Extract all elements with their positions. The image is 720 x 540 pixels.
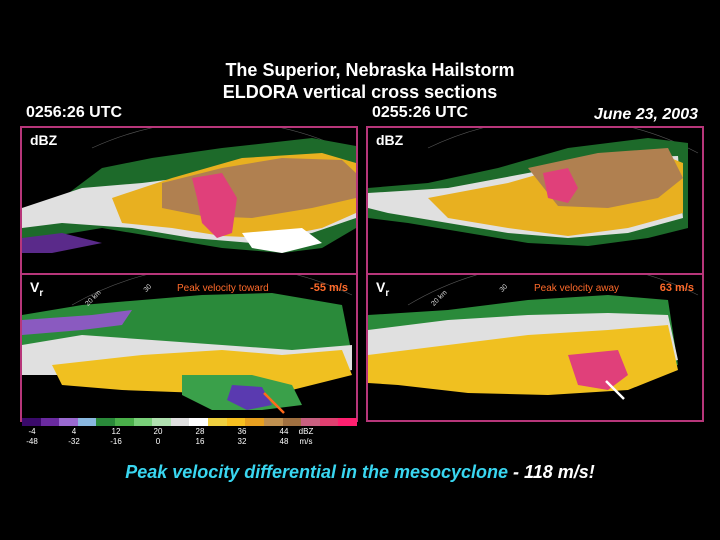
tick-label: 28 (195, 427, 205, 436)
tick-label: 32 (237, 437, 247, 446)
color-swatch (189, 418, 209, 426)
left-peak-text: Peak velocity toward (177, 283, 269, 294)
right-time-label: 0255:26 UTC (372, 104, 469, 121)
color-swatch (319, 418, 339, 426)
right-vr-image (368, 275, 699, 400)
tick-label: -4 (28, 427, 36, 436)
color-swatch (245, 418, 264, 426)
left-vr-image (22, 275, 353, 414)
right-dbz-label: dBZ (376, 132, 404, 148)
tick-label: 16 (195, 437, 205, 446)
color-swatch (152, 418, 171, 426)
color-swatch (301, 418, 320, 426)
caption-main: Peak velocity differential in the mesocy… (125, 462, 509, 482)
caption: Peak velocity differential in the mesocy… (0, 462, 720, 483)
tick-label: 4 (71, 427, 77, 436)
caption-value: - 118 m/s! (508, 462, 595, 482)
color-swatch (133, 418, 153, 426)
color-swatch (96, 418, 116, 426)
tick-label: 44 (279, 427, 289, 436)
date-label: June 23, 2003 (593, 106, 698, 123)
color-swatch (282, 418, 302, 426)
left-dbz-image (22, 128, 356, 253)
tick-label: 20 (153, 427, 163, 436)
color-swatch (170, 418, 190, 426)
left-dbz-label: dBZ (30, 132, 58, 148)
tick-label: 36 (237, 427, 247, 436)
color-swatch (59, 418, 78, 426)
slide-subtitle: ELDORA vertical cross sections (222, 82, 498, 102)
right-peak-value: 63 m/s (659, 282, 694, 294)
color-swatch (263, 418, 283, 426)
slide-title: The Superior, Nebraska Hailstorm (225, 60, 515, 80)
right-dbz-panel: dBZ (366, 126, 704, 275)
color-scale-bar (22, 418, 357, 426)
left-time-label: 0256:26 UTC (26, 104, 123, 121)
color-swatch (115, 418, 134, 426)
color-swatch (338, 418, 357, 426)
tick-unit: dBZ (298, 427, 314, 436)
tick-label: 48 (279, 437, 289, 446)
tick-label: -48 (26, 437, 38, 446)
tick-label: 0 (155, 437, 161, 446)
tick-label: -16 (110, 437, 122, 446)
left-peak-value: -55 m/s (310, 282, 348, 294)
left-vr-label: Vr (30, 279, 44, 299)
tick-label: -32 (68, 437, 80, 446)
right-vr-label: Vr (376, 279, 390, 299)
color-swatch (208, 418, 227, 426)
right-dbz-image (368, 128, 699, 246)
left-vr-panel: Vr 20 km 30 Peak velocity toward -55 m/s (20, 273, 358, 422)
color-swatch (226, 418, 246, 426)
tick-unit: m/s (299, 437, 313, 446)
color-swatch (77, 418, 97, 426)
left-dbz-panel: dBZ (20, 126, 358, 275)
tick-label: 12 (111, 427, 121, 436)
color-swatch (40, 418, 60, 426)
right-vr-panel: Vr 20 km 30 Peak velocity away 63 m/s (366, 273, 704, 422)
right-peak-text: Peak velocity away (534, 283, 620, 294)
color-swatch (22, 418, 41, 426)
